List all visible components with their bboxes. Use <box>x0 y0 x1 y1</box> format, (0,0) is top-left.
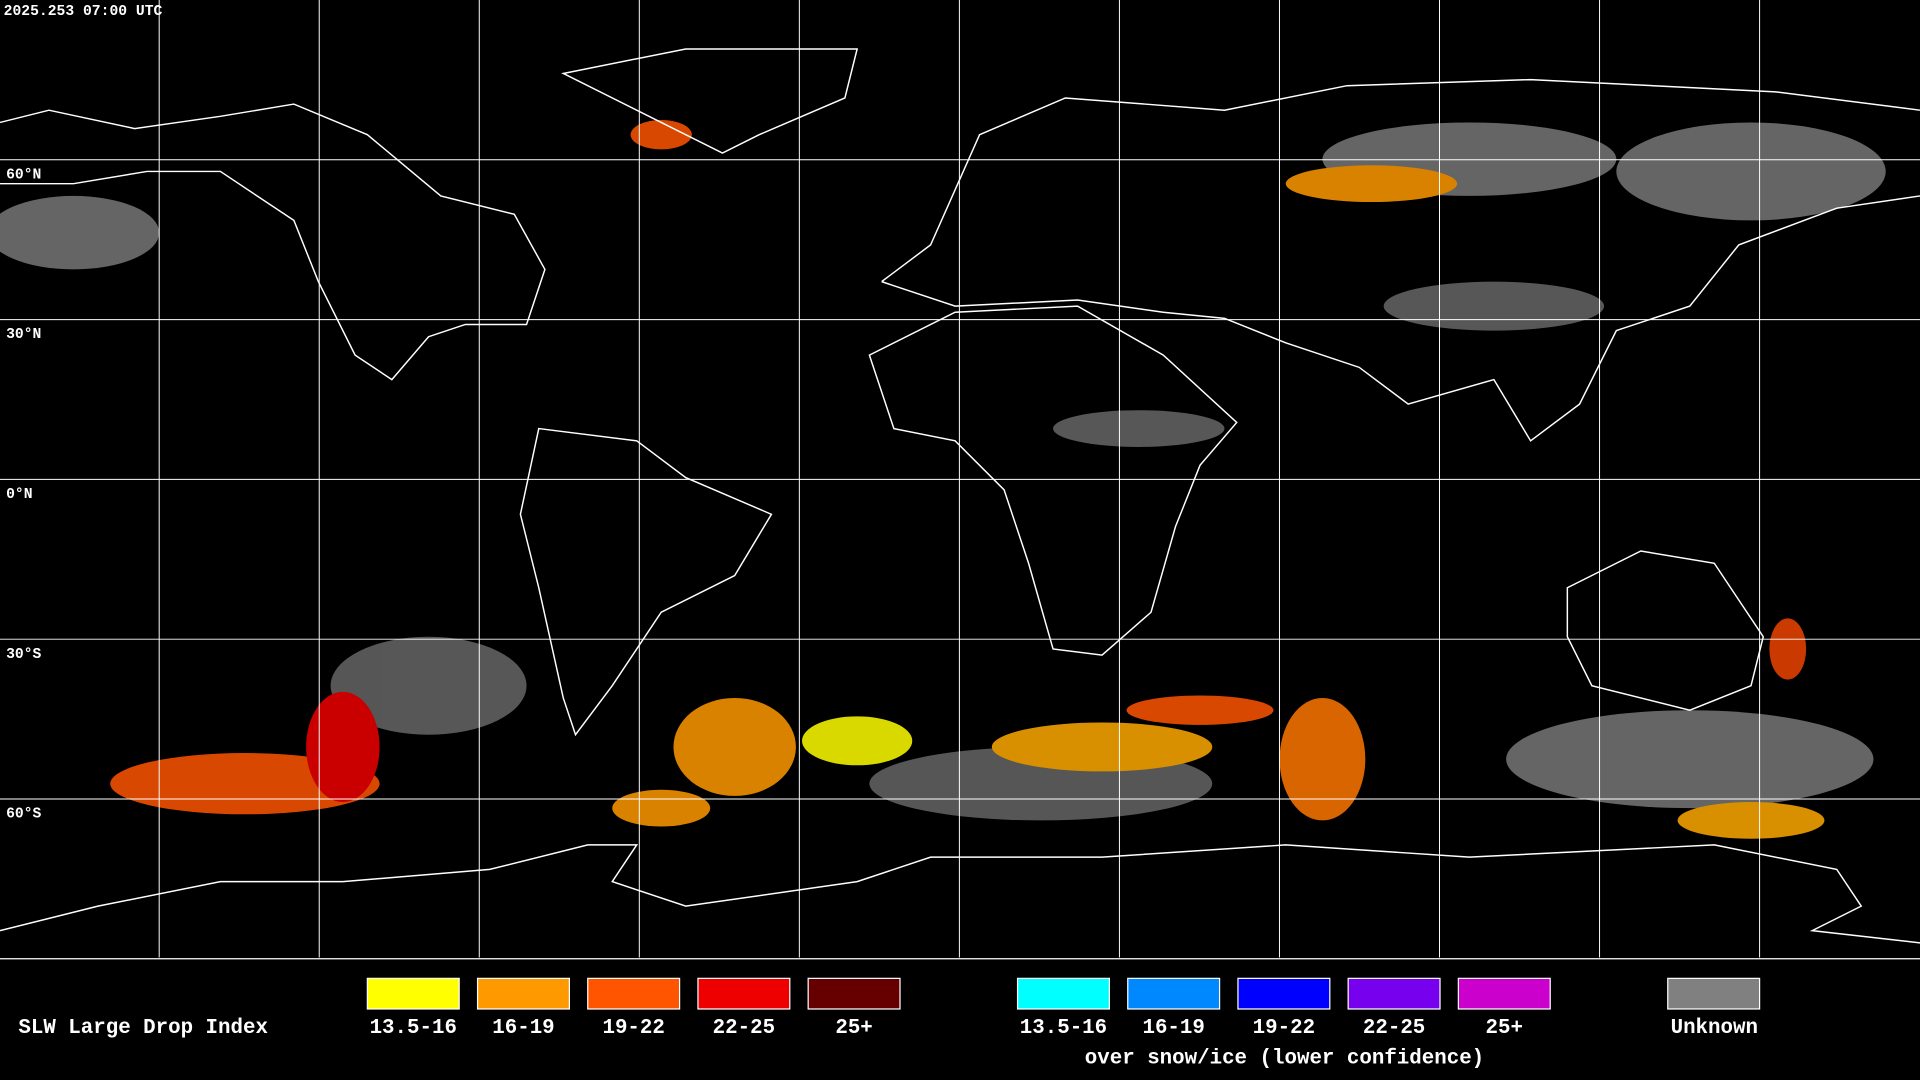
legend-swatch <box>697 977 791 1010</box>
graticule <box>0 0 1920 958</box>
timestamp: 2025.253 07:00 UTC <box>4 4 163 20</box>
cloud-fields <box>0 120 1886 839</box>
legend-swatch <box>1347 977 1441 1010</box>
legend-label: 13.5-16 <box>370 1017 457 1040</box>
legend-swatch <box>1667 977 1761 1010</box>
legend-title: SLW Large Drop Index <box>18 1017 268 1040</box>
legend-label: Unknown <box>1671 1017 1758 1040</box>
legend-swatch <box>1016 977 1111 1010</box>
latitude-label: 60°S <box>6 807 41 823</box>
legend-label: 19-22 <box>1253 1017 1315 1040</box>
legend-swatch <box>476 977 570 1010</box>
latitude-label: 60°N <box>6 167 41 183</box>
legend-label: 19-22 <box>602 1017 664 1040</box>
legend-label: 22-25 <box>1363 1017 1425 1040</box>
snow-caption: over snow/ice (lower confidence) <box>1085 1047 1484 1070</box>
legend-swatch <box>807 977 901 1010</box>
latitude-label: 30°S <box>6 647 41 663</box>
legend-label: 13.5-16 <box>1020 1017 1107 1040</box>
legend-swatch <box>587 977 681 1010</box>
legend-swatch <box>1127 977 1221 1010</box>
legend-label: 25+ <box>835 1017 872 1040</box>
legend-swatch <box>1237 977 1331 1010</box>
legend-label: 25+ <box>1486 1017 1523 1040</box>
latitude-label: 0°N <box>6 487 32 503</box>
legend: SLW Large Drop Index over snow/ice (lowe… <box>18 977 1761 1070</box>
latitude-label: 30°N <box>6 327 41 343</box>
legend-label: 16-19 <box>492 1017 554 1040</box>
coastlines <box>0 48 1920 944</box>
legend-label: 22-25 <box>713 1017 775 1040</box>
legend-swatch <box>1457 977 1551 1010</box>
legend-label: 16-19 <box>1142 1017 1204 1040</box>
legend-swatch <box>366 977 460 1010</box>
